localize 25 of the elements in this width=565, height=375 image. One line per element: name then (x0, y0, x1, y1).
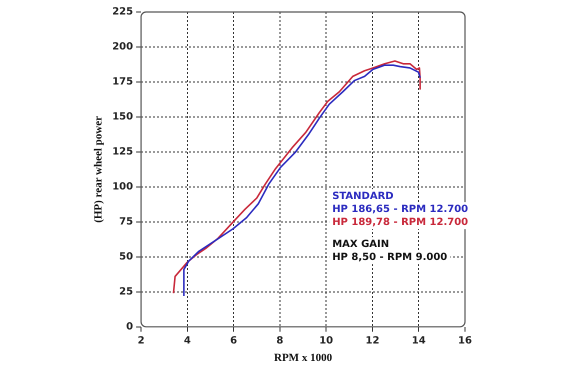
x-tick-label: 2 (138, 335, 145, 346)
annotation: HP 189,78 - RPM 12.700 (332, 216, 468, 228)
text: STANDARD (332, 190, 394, 202)
annotation: MAX GAIN (332, 238, 390, 250)
x-tick-label: 16 (458, 335, 472, 346)
x-tick-label: 14 (412, 335, 426, 346)
x-tick-label: 12 (365, 335, 380, 346)
y-tick-label: 50 (119, 251, 134, 262)
annotation: HP 186,65 - RPM 12.700 (332, 204, 468, 215)
y-tick-label: 75 (119, 216, 134, 228)
y-tick-label: 0 (126, 321, 134, 332)
y-tick-label: 125 (112, 146, 134, 158)
x-tick-label: 8 (276, 335, 284, 346)
y-tick-label: 25 (119, 286, 134, 298)
annotation: HP 8,50 - RPM 9.000 (332, 252, 448, 263)
y-tick-label: 100 (112, 181, 134, 192)
y-tick-label: 175 (112, 76, 134, 88)
x-tick-label: 4 (184, 335, 191, 346)
y-tick-label: 200 (112, 42, 134, 53)
y-tick-label: 150 (112, 112, 134, 123)
x-axis-title: RPM x 1000 (274, 352, 333, 364)
x-tick-label: 6 (230, 335, 238, 346)
y-tick-label: 225 (112, 6, 134, 18)
y-axis-title: (HP) rear wheel power (92, 116, 104, 223)
x-tick-label: 10 (319, 335, 334, 346)
